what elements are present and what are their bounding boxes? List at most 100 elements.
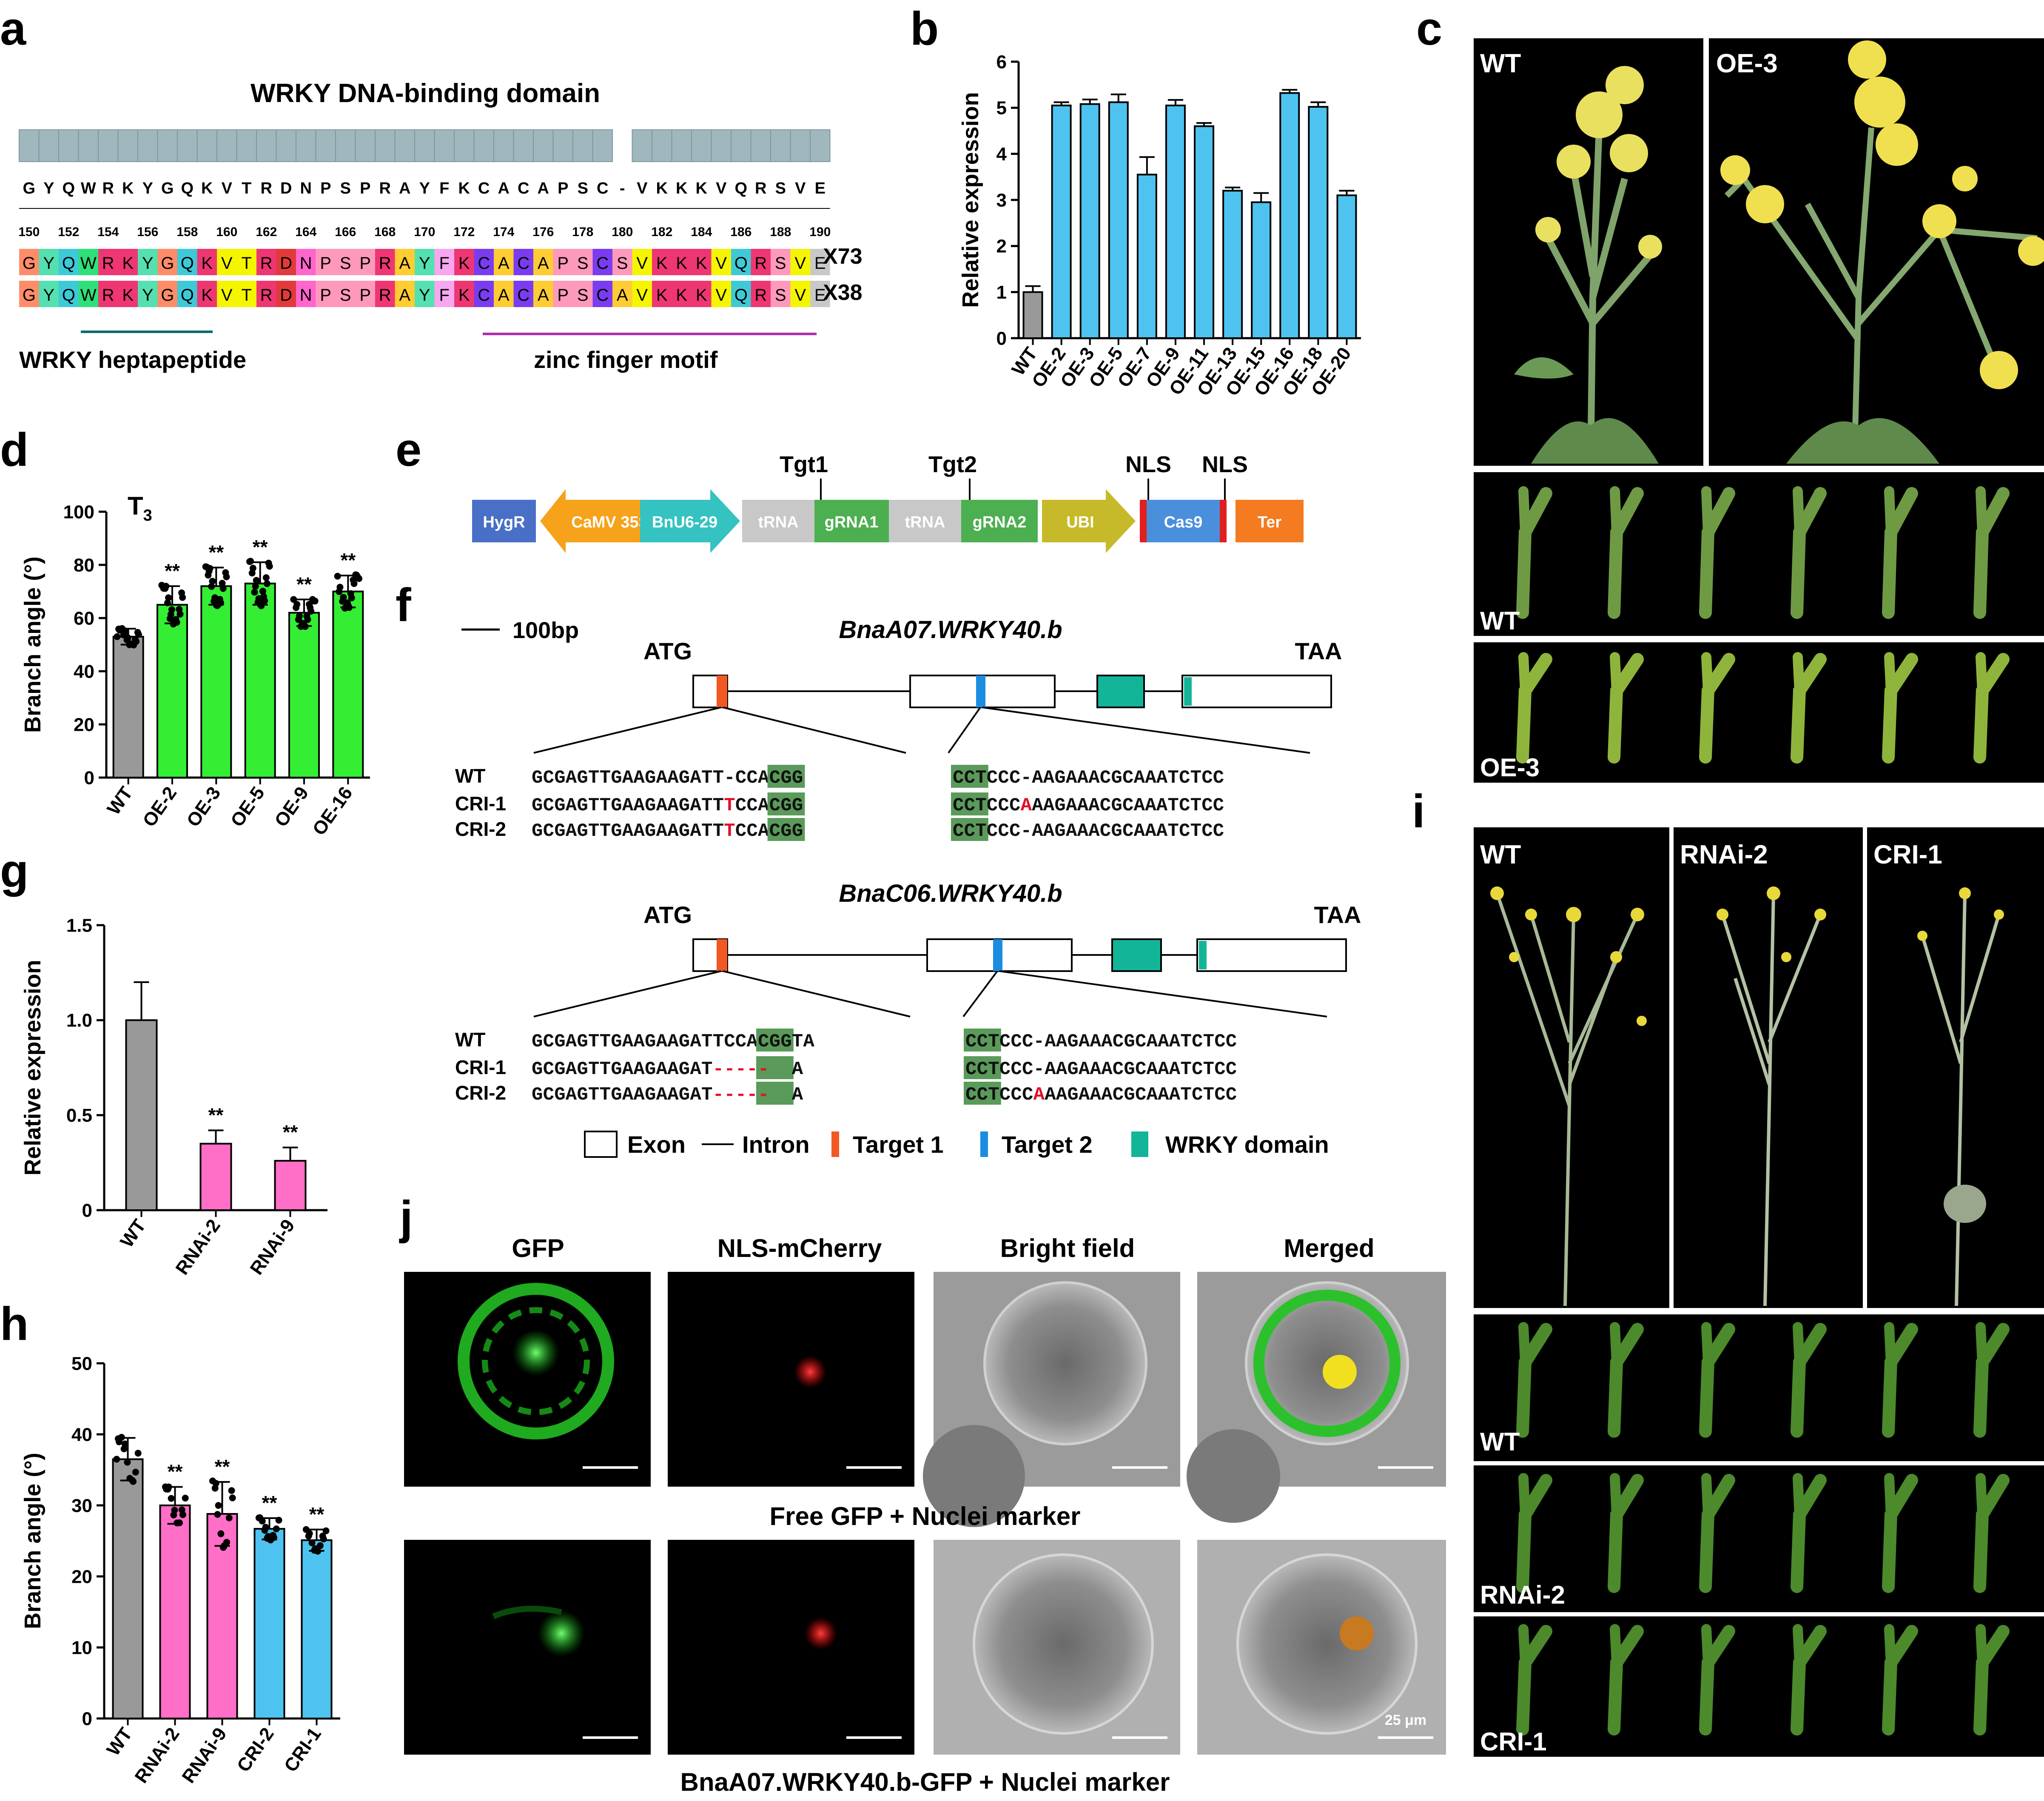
residue-cell	[316, 249, 336, 275]
y-tick-label: 10	[71, 1637, 92, 1658]
bnu6-label: BnU6-29	[652, 513, 717, 531]
residue-char: D	[280, 254, 292, 273]
pam-seq: C	[769, 795, 780, 816]
strip-label-wt: WT	[1480, 607, 1520, 635]
hatch-cell	[572, 129, 593, 162]
pam-highlight	[964, 1082, 1001, 1105]
residue-cell	[138, 249, 158, 275]
y-tick-label: 0.5	[66, 1105, 92, 1126]
seq-right: A	[1145, 795, 1156, 816]
data-point	[216, 596, 223, 603]
seq-left: C	[746, 821, 757, 842]
y-tick-label: 1	[996, 282, 1007, 303]
bar-OE-16	[332, 590, 364, 778]
consensus-char: P	[360, 180, 370, 197]
x-tick-label: CRI-2	[233, 1724, 278, 1776]
seq-right: C	[1122, 767, 1133, 789]
data-point	[120, 631, 127, 638]
y-tick-label: 20	[74, 714, 94, 735]
branch-junctions-rnai2	[1516, 1473, 2010, 1593]
seq-right: C	[1100, 767, 1111, 789]
consensus-char: S	[775, 180, 786, 197]
seq-right: C	[1226, 1059, 1237, 1080]
seq-left: A	[667, 1084, 679, 1106]
seq-right: A	[1169, 1084, 1181, 1106]
seq-right: G	[1054, 795, 1065, 816]
hatch-cell	[157, 129, 178, 162]
seq-left: A	[633, 1031, 645, 1052]
main-stem	[1976, 652, 1987, 696]
residue-char: R	[102, 254, 114, 273]
seq-right: C	[1022, 1031, 1033, 1052]
residue-cell	[355, 281, 375, 307]
residue-cell	[276, 281, 296, 307]
seq-right: G	[1067, 1031, 1078, 1052]
x-tick-label: RNAi-9	[178, 1724, 231, 1787]
cct-seq: C	[977, 1059, 988, 1080]
seq-right: C	[1113, 1084, 1124, 1106]
consensus-char: R	[102, 180, 114, 197]
seq-left: G	[679, 1084, 690, 1106]
residue-cell	[672, 281, 692, 307]
data-point	[219, 580, 226, 587]
residue-cell	[355, 249, 375, 275]
panel-label-j: j	[399, 1191, 413, 1244]
bar-OE-3	[200, 585, 232, 778]
bar-OE-2	[157, 604, 188, 778]
seq-left: G	[645, 1084, 656, 1106]
seq-right: A	[1088, 821, 1100, 842]
domain-hatch-bar	[19, 129, 831, 162]
signif-mark: **	[340, 549, 356, 571]
residue-cell	[751, 281, 771, 307]
data-point	[113, 1456, 120, 1463]
main-stem	[1884, 486, 1896, 538]
bar-OE-20	[1336, 194, 1357, 339]
pam-highlight	[756, 1029, 794, 1052]
position-tick: 168	[374, 225, 396, 239]
legend-target1-swatch	[831, 1131, 839, 1157]
data-point	[260, 593, 268, 600]
nls-label-1: NLS	[1125, 452, 1171, 477]
residue-cell	[177, 249, 197, 275]
seq-right: A	[1134, 795, 1145, 816]
residue-char: G	[23, 254, 36, 273]
wrky-domain-title: WRKY DNA-binding domain	[251, 79, 600, 108]
residue-char: S	[617, 254, 628, 273]
position-tick: 172	[453, 225, 475, 239]
residue-char: Q	[62, 286, 75, 305]
pam-seq: G	[792, 767, 803, 789]
hatch-cell	[137, 129, 158, 162]
data-point	[302, 1526, 310, 1533]
seq-left: G	[645, 1031, 656, 1052]
residue-char: K	[676, 286, 687, 305]
residue-char: C	[478, 254, 490, 273]
t3-annotation: T3	[128, 492, 152, 524]
data-point	[208, 583, 215, 590]
data-point	[134, 629, 141, 636]
seq-left: A	[758, 821, 769, 842]
seq-right: T	[1180, 1059, 1191, 1080]
residue-cell	[672, 249, 692, 275]
seq-left: T	[701, 1084, 712, 1106]
genotype-label: CRI-2	[455, 1082, 506, 1104]
position-tick: 176	[532, 225, 554, 239]
seq-right: C	[1179, 821, 1190, 842]
seq-right: -	[1033, 1031, 1045, 1052]
hatch-cell	[375, 129, 396, 162]
signif-mark: **	[283, 1121, 298, 1143]
consensus-char: F	[439, 180, 449, 197]
seq-left: A	[566, 767, 577, 789]
seq-right: A	[1032, 795, 1043, 816]
signif-mark: **	[165, 560, 180, 582]
residue-char: K	[201, 254, 213, 273]
seq-left: G	[679, 767, 690, 789]
legend-exon-swatch	[584, 1131, 618, 1158]
hatch-cell	[355, 129, 376, 162]
x-tick-label: RNAi-9	[246, 1216, 299, 1279]
consensus-char: -	[620, 180, 625, 197]
residue-cell	[474, 249, 494, 275]
seq-left: T	[701, 767, 712, 789]
cct-seq: C	[964, 821, 975, 842]
seq-right: C	[987, 795, 998, 816]
